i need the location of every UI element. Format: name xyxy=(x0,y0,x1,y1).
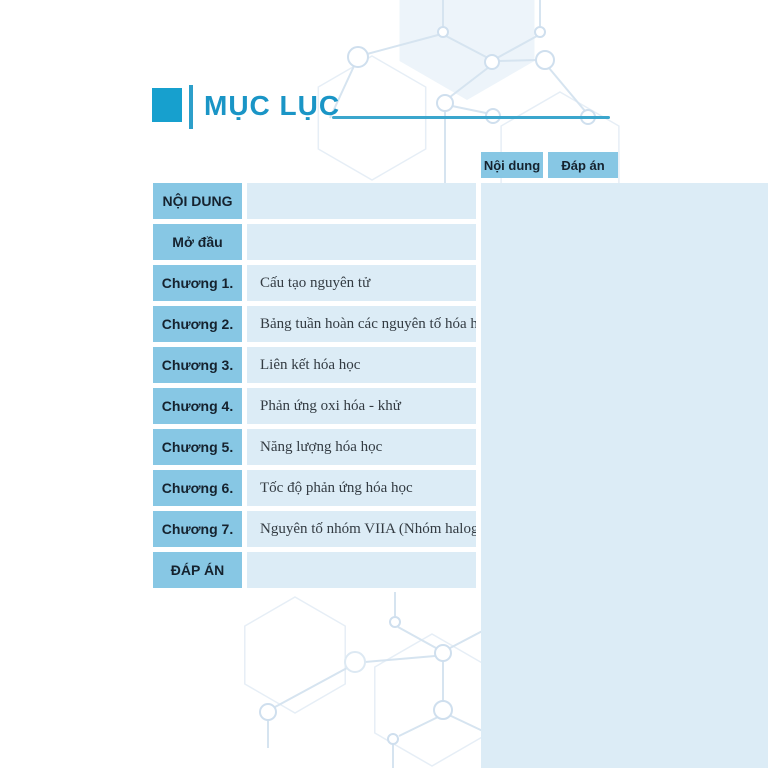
row-title-cell xyxy=(247,552,476,588)
row-label-cell: Chương 4. xyxy=(153,388,242,424)
row-label-cell: Chương 2. xyxy=(153,306,242,342)
hexagon-outline xyxy=(317,55,427,181)
row-label-cell: NỘI DUNG xyxy=(153,183,242,219)
row-title-cell: Năng lượng hóa học xyxy=(247,429,476,465)
row-title-cell: Cấu tạo nguyên tử xyxy=(247,265,476,301)
title-square-icon xyxy=(152,88,182,122)
row-label-cell: Chương 6. xyxy=(153,470,242,506)
page-title: MỤC LỤC xyxy=(204,90,341,121)
hexagon-shape xyxy=(399,0,535,100)
title-bar-icon xyxy=(189,85,193,129)
row-label-cell: Chương 1. xyxy=(153,265,242,301)
row-title-cell xyxy=(247,183,476,219)
row-title-cell: Nguyên tố nhóm VIIA (Nhóm halogen) xyxy=(247,511,476,547)
row-label-cell: ĐÁP ÁN xyxy=(153,552,242,588)
molecule-bonds-top xyxy=(329,0,586,185)
title-underline xyxy=(332,116,610,119)
column-header-content: Nội dung xyxy=(481,152,543,178)
row-label-cell: Chương 3. xyxy=(153,347,242,383)
row-label-cell: Chương 5. xyxy=(153,429,242,465)
column-header-answer: Đáp án xyxy=(548,152,618,178)
row-title-cell xyxy=(247,224,476,260)
toc-table: Nội dung Đáp án NỘI DUNG4Mở đầu5Chương 1… xyxy=(153,152,768,768)
row-answer-page-cell xyxy=(548,552,768,768)
row-title-cell: Bảng tuần hoàn các nguyên tố hóa học xyxy=(247,306,476,342)
row-title-cell: Liên kết hóa học xyxy=(247,347,476,383)
row-title-cell: Tốc độ phản ứng hóa học xyxy=(247,470,476,506)
row-title-cell: Phản ứng oxi hóa - khử xyxy=(247,388,476,424)
molecule-nodes-top xyxy=(347,26,596,125)
hexagon-outline xyxy=(244,596,346,714)
row-label-cell: Chương 7. xyxy=(153,511,242,547)
row-label-cell: Mở đầu xyxy=(153,224,242,260)
